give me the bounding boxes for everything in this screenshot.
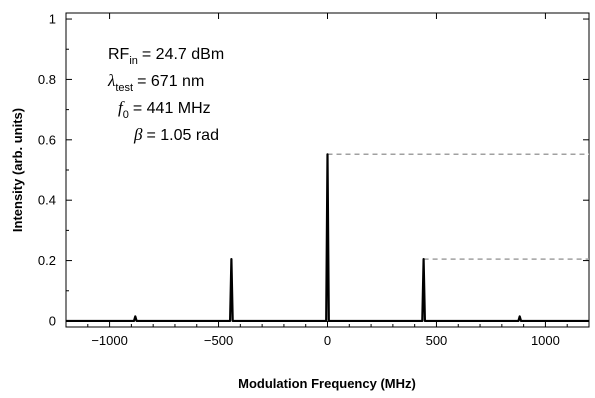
annotation-f0-value: = 441 MHz bbox=[133, 100, 211, 117]
annotation-lambda: λtest = 671 nm bbox=[107, 71, 204, 94]
annotation-beta-symbol: β bbox=[133, 125, 143, 144]
annotation-beta: β = 1.05 rad bbox=[133, 125, 219, 144]
annotation-lambda-symbol: λ bbox=[107, 71, 115, 90]
x-tick-label: −1000 bbox=[91, 333, 128, 348]
y-tick-label: 0.8 bbox=[38, 72, 56, 87]
x-tick-label: 0 bbox=[324, 333, 331, 348]
y-axis-ticks: 0 0.2 0.4 0.6 0.8 1 bbox=[38, 12, 589, 328]
annotation-rf-sub: in bbox=[129, 55, 138, 67]
x-axis-label: Modulation Frequency (MHz) bbox=[238, 376, 416, 391]
annotation-lambda-sub: test bbox=[115, 82, 133, 94]
annotation-f0-symbol: f bbox=[118, 98, 125, 117]
annotation-rf-value: = 24.7 dBm bbox=[142, 46, 224, 63]
annotation-f0-sub: 0 bbox=[123, 109, 129, 121]
annotation-rf: RFin = 24.7 dBm bbox=[108, 46, 224, 67]
x-axis-ticks: −1000 −500 0 500 1000 bbox=[65, 13, 590, 348]
y-tick-label: 1 bbox=[49, 12, 56, 27]
annotation-rf-symbol: RF bbox=[108, 46, 130, 63]
y-tick-label: 0.4 bbox=[38, 193, 56, 208]
y-tick-label: 0.2 bbox=[38, 253, 56, 268]
spectrum-trace bbox=[66, 153, 589, 323]
x-tick-label: 1000 bbox=[531, 333, 560, 348]
annotation-beta-value: = 1.05 rad bbox=[146, 127, 219, 144]
y-tick-label: 0.6 bbox=[38, 132, 56, 147]
y-tick-label: 0 bbox=[49, 313, 56, 328]
x-tick-label: 500 bbox=[426, 333, 448, 348]
reference-lines bbox=[327, 153, 589, 260]
annotation-f0: f0 = 441 MHz bbox=[118, 98, 211, 121]
x-tick-label: −500 bbox=[204, 333, 233, 348]
spectrum-line bbox=[66, 153, 589, 323]
parameter-annotations: RFin = 24.7 dBm λtest = 671 nm f0 = 441 MHz… bbox=[107, 46, 224, 144]
annotation-lambda-value: = 671 nm bbox=[137, 73, 204, 90]
y-axis-label: Intensity (arb. units) bbox=[10, 108, 25, 232]
